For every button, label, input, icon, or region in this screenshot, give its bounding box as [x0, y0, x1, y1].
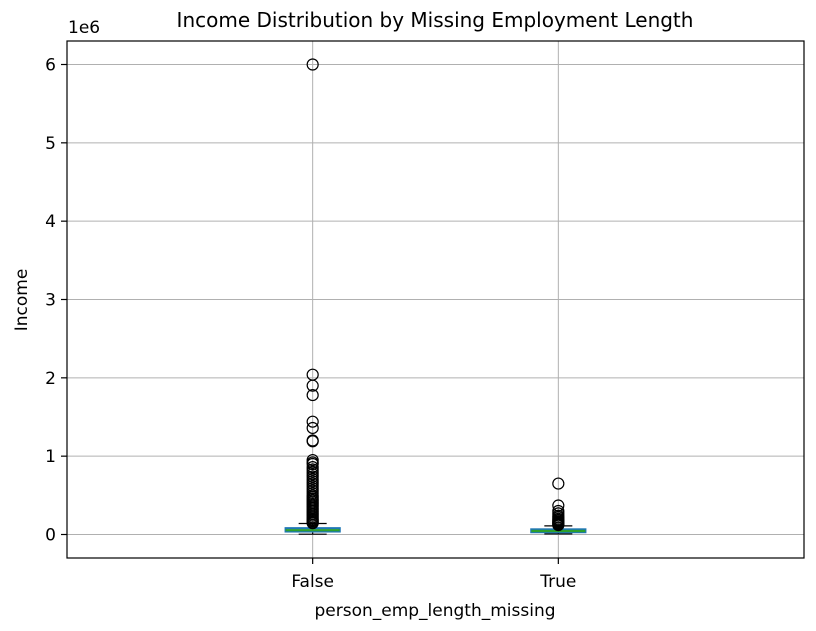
outlier-point: [306, 517, 319, 530]
y-tick-label: 4: [45, 212, 56, 232]
y-axis-label: Income: [12, 269, 32, 332]
y-tick-label: 3: [45, 291, 56, 311]
chart-title: Income Distribution by Missing Employmen…: [177, 8, 694, 32]
grid-lines: [67, 41, 804, 558]
outlier-point: [306, 379, 319, 392]
outlier-point: [306, 388, 319, 402]
outlier-point: [306, 421, 319, 435]
x-tick-label: False: [291, 572, 334, 592]
y-tick-label: 1: [45, 447, 56, 467]
x-tick-label: True: [539, 572, 576, 592]
outlier-point: [306, 415, 319, 428]
y-offset-label: 1e6: [68, 18, 100, 38]
outlier-point: [306, 58, 319, 71]
outlier-point: [306, 435, 319, 448]
outlier-point: [552, 518, 565, 532]
y-tick-label: 2: [45, 369, 56, 389]
outlier-point: [552, 477, 565, 490]
box-true: [530, 477, 587, 535]
box-false: [284, 58, 341, 535]
y-tick-label: 5: [45, 134, 56, 154]
y-tick-label: 6: [45, 56, 56, 76]
box-plots: [284, 58, 587, 535]
axis-ticks: 0 1 2 3 4 5 6 False True: [45, 56, 576, 593]
y-tick-label: 0: [45, 526, 56, 546]
outlier-point: [306, 457, 319, 471]
x-axis-label: person_emp_length_missing: [314, 601, 555, 621]
outlier-point: [552, 499, 565, 512]
